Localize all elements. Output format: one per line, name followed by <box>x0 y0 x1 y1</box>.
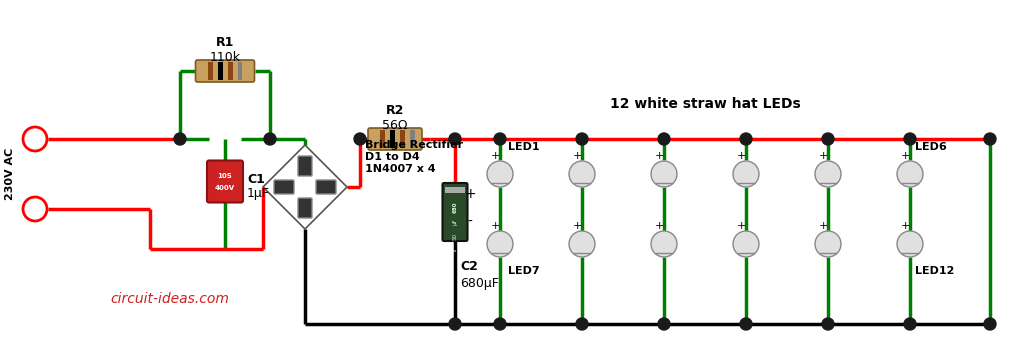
Text: 400V: 400V <box>215 186 236 191</box>
Circle shape <box>569 231 595 257</box>
Text: -: - <box>468 215 472 229</box>
Circle shape <box>733 161 759 187</box>
Circle shape <box>449 133 461 145</box>
FancyBboxPatch shape <box>368 128 422 150</box>
Text: LED1: LED1 <box>508 142 540 152</box>
Circle shape <box>658 133 670 145</box>
Bar <box>390 130 395 148</box>
Circle shape <box>264 133 276 145</box>
Circle shape <box>354 133 366 145</box>
Text: +: + <box>654 221 664 231</box>
FancyBboxPatch shape <box>442 183 468 241</box>
Circle shape <box>23 197 47 221</box>
Text: +: + <box>736 221 745 231</box>
Text: 10S: 10S <box>218 173 232 180</box>
Circle shape <box>897 231 923 257</box>
Bar <box>380 130 385 148</box>
Text: 680: 680 <box>453 201 458 213</box>
Text: μF: μF <box>453 219 458 225</box>
Text: LED12: LED12 <box>915 266 954 276</box>
Text: 110k: 110k <box>210 51 241 64</box>
Bar <box>410 130 415 148</box>
Circle shape <box>904 318 916 330</box>
Circle shape <box>575 318 588 330</box>
Text: 230V AC: 230V AC <box>5 148 15 200</box>
Circle shape <box>740 318 752 330</box>
Bar <box>217 62 222 80</box>
Circle shape <box>487 161 513 187</box>
Bar <box>400 130 406 148</box>
Circle shape <box>575 133 588 145</box>
Circle shape <box>494 133 506 145</box>
Circle shape <box>494 318 506 330</box>
Circle shape <box>815 161 841 187</box>
Circle shape <box>984 318 996 330</box>
Bar <box>227 62 232 80</box>
Bar <box>238 62 243 80</box>
Text: V: V <box>453 248 458 252</box>
Text: R2: R2 <box>386 104 404 117</box>
Text: LED7: LED7 <box>508 266 540 276</box>
Text: +: + <box>490 221 500 231</box>
Text: +: + <box>736 151 745 161</box>
Circle shape <box>815 231 841 257</box>
Circle shape <box>651 161 677 187</box>
FancyBboxPatch shape <box>196 60 255 82</box>
Text: LED6: LED6 <box>915 142 947 152</box>
Text: +: + <box>900 151 909 161</box>
Text: circuit-ideas.com: circuit-ideas.com <box>111 292 229 306</box>
Text: +: + <box>572 151 582 161</box>
Text: +: + <box>818 221 827 231</box>
Text: Bridge Rectifier
D1 to D4
1N4007 x 4: Bridge Rectifier D1 to D4 1N4007 x 4 <box>365 140 463 174</box>
FancyBboxPatch shape <box>316 180 336 194</box>
Circle shape <box>904 133 916 145</box>
Circle shape <box>897 161 923 187</box>
Bar <box>208 62 213 80</box>
Circle shape <box>569 161 595 187</box>
Circle shape <box>822 133 834 145</box>
FancyBboxPatch shape <box>298 156 312 176</box>
Text: 12 white straw hat LEDs: 12 white straw hat LEDs <box>609 97 801 111</box>
FancyBboxPatch shape <box>274 180 294 194</box>
FancyBboxPatch shape <box>298 198 312 218</box>
Text: C1: C1 <box>247 173 265 186</box>
Circle shape <box>23 127 47 151</box>
Circle shape <box>822 318 834 330</box>
Text: C2: C2 <box>460 261 478 274</box>
Text: 56Ω: 56Ω <box>382 119 408 132</box>
Text: +: + <box>572 221 582 231</box>
Circle shape <box>658 318 670 330</box>
Circle shape <box>651 231 677 257</box>
Circle shape <box>740 133 752 145</box>
FancyBboxPatch shape <box>207 160 243 202</box>
Text: 50: 50 <box>453 233 458 241</box>
Circle shape <box>449 318 461 330</box>
Circle shape <box>174 133 186 145</box>
Text: +: + <box>818 151 827 161</box>
Text: +: + <box>464 187 476 201</box>
Text: 1μF: 1μF <box>247 187 270 200</box>
Text: 680μF: 680μF <box>460 278 499 290</box>
Text: R1: R1 <box>216 36 234 49</box>
Circle shape <box>487 231 513 257</box>
Text: +: + <box>900 221 909 231</box>
Text: +: + <box>490 151 500 161</box>
Circle shape <box>733 231 759 257</box>
Bar <box>445 186 465 192</box>
Text: +: + <box>654 151 664 161</box>
Circle shape <box>984 133 996 145</box>
